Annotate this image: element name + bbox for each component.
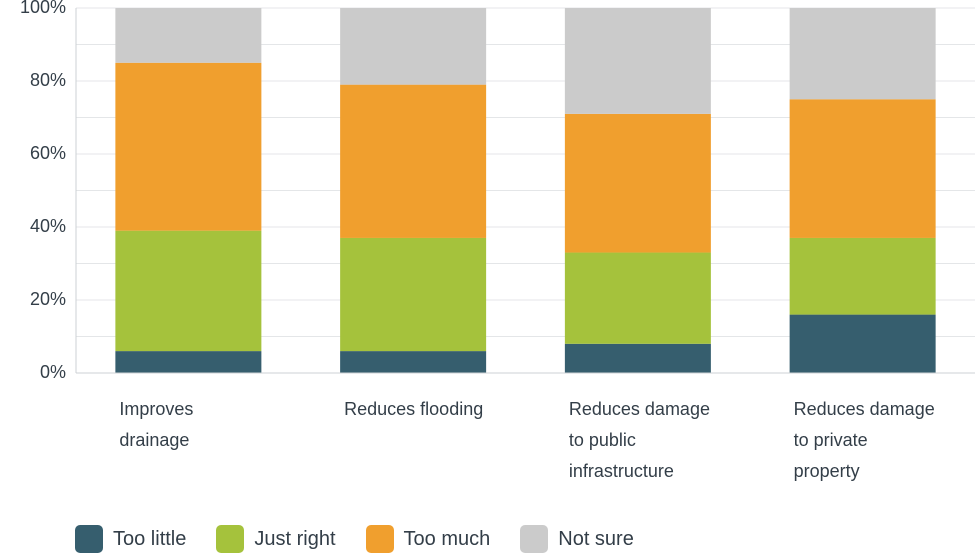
bar-segment [340, 8, 487, 85]
bar-segment [789, 314, 936, 373]
category-label: Reduces damage to public infrastructure [569, 399, 710, 481]
y-tick-label: 100% [20, 0, 66, 17]
legend-swatch [520, 525, 549, 553]
category-label-line: Reduces flooding [344, 399, 483, 419]
bar-segment [789, 8, 936, 100]
bar-segment [340, 351, 487, 373]
legend-item-just-right: Just right [216, 525, 336, 553]
category-label: Improves drainage [119, 399, 193, 450]
y-tick-label: 40% [30, 216, 66, 236]
legend-label: Just right [254, 527, 336, 550]
legend-swatch [216, 525, 245, 553]
bar-segment [115, 62, 262, 231]
legend-label: Too little [113, 527, 187, 550]
bar-segment [789, 99, 936, 238]
bar-segment [564, 252, 711, 344]
legend-swatch [365, 525, 394, 553]
legend-item-not-sure: Not sure [520, 525, 634, 553]
bar-segment [564, 113, 711, 253]
bars [115, 8, 936, 373]
x-axis: Improves drainage Reduces flooding Reduces … [76, 372, 975, 481]
legend-label: Not sure [558, 527, 634, 550]
bar-segment [115, 230, 262, 352]
category-label-line: Reduces damage [569, 399, 710, 419]
category-label-line: to private [794, 430, 868, 450]
bar-segment [115, 8, 262, 63]
bar-segment [564, 8, 711, 114]
category-label: Reduces damage to private property [794, 399, 935, 481]
bar-segment [789, 237, 936, 315]
category-label-line: Reduces damage [794, 399, 935, 419]
legend-item-too-much: Too much [365, 525, 491, 553]
y-tick-label: 20% [30, 289, 66, 309]
category-label-line: property [794, 461, 860, 481]
category-label-line: drainage [119, 430, 189, 450]
legend: Too little Just right Too much Not sure [75, 524, 664, 554]
category-label: Reduces flooding [344, 399, 483, 419]
y-axis: 0% 20% 40% 60% 80% 100% [20, 0, 77, 382]
bar-segment [564, 343, 711, 373]
y-tick-label: 60% [30, 143, 66, 163]
y-tick-label: 80% [30, 70, 66, 90]
bar-segment [340, 237, 487, 352]
category-label-line: to public [569, 430, 636, 450]
legend-item-too-little: Too little [75, 525, 186, 553]
stacked-bar-chart: 0% 20% 40% 60% 80% 100% Improves drainage Reduc… [20, 0, 975, 481]
category-label-line: Improves [119, 399, 193, 419]
bar-segment [115, 351, 262, 373]
category-label-line: infrastructure [569, 461, 674, 481]
y-tick-label: 0% [40, 362, 66, 382]
legend-label: Too much [403, 527, 491, 550]
legend-swatch [75, 525, 103, 553]
bar-segment [340, 84, 487, 238]
